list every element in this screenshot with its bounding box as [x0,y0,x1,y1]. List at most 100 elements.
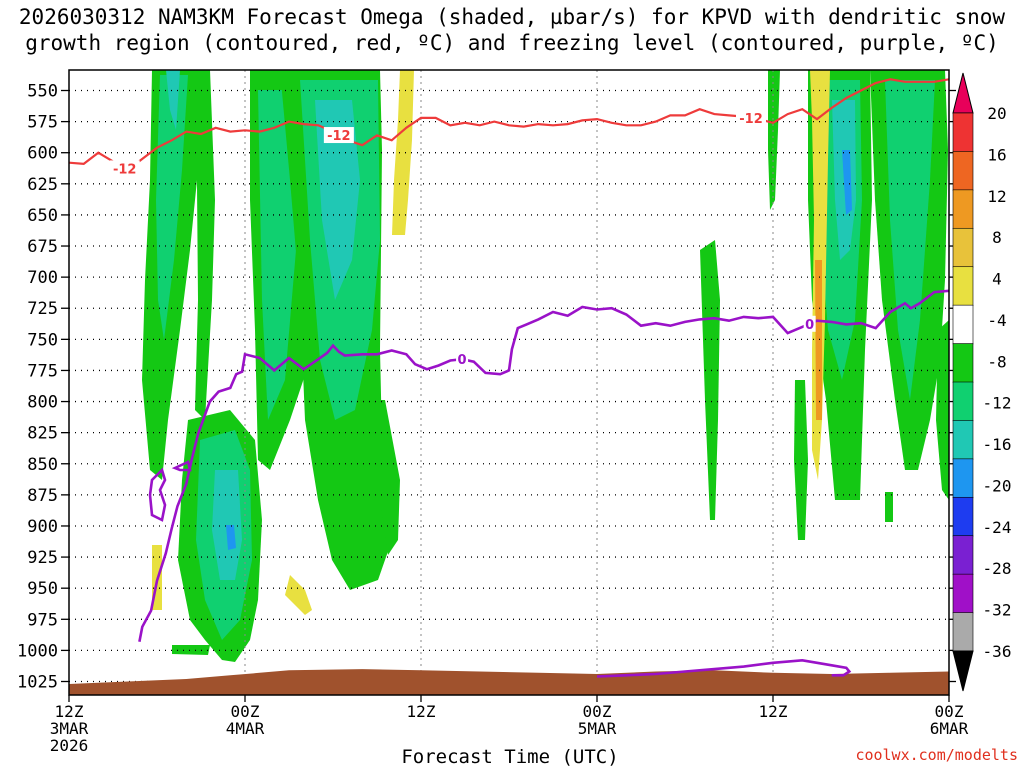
omega-region [375,400,400,555]
x-tick-label: 00Z [231,702,260,721]
terrain-fill [69,669,949,695]
colorbar-segment [952,535,974,575]
y-tick-label: 550 [27,82,58,102]
colorbar-label: -24 [983,518,1012,537]
plot-frame [68,69,950,696]
contour-label-bg [109,160,140,177]
contour-label-bg [323,127,354,144]
y-tick-label: 875 [27,486,58,506]
freezing-contour-label: 0 [458,353,467,368]
omega-region [226,525,236,550]
y-tick-label: 625 [27,175,58,195]
contour-label-bg [736,109,766,126]
colorbar-label: 8 [992,228,1002,247]
colorbar-segment [952,573,974,614]
x-tick-label: 3MAR [50,719,89,738]
x-tick-label: 6MAR [930,719,969,738]
contour-labels: -12 -12 -12 0 0 [109,109,816,368]
colorbar-segment [952,189,974,230]
x-tick-label: 12Z [55,702,84,721]
y-tick-label: 650 [27,206,58,226]
colorbar-label: -20 [983,476,1012,495]
colorbar-label: -12 [983,394,1012,413]
y-tick-label: 900 [27,517,58,537]
omega-shading [142,70,949,662]
dgz-contour-label: -12 [113,162,137,177]
y-tick-label: 775 [27,361,58,381]
colorbar-segment [952,151,974,191]
colorbar-label: -16 [983,435,1012,454]
y-tick-label: 925 [27,548,58,568]
omega-region [258,90,296,420]
y-tick-label: 675 [27,237,58,257]
dgz-contour-line [69,78,949,172]
colorbar-bottom-arrow [952,650,974,692]
x-tick-label: 12Z [759,702,788,721]
colorbar-label: -28 [983,559,1012,578]
grid [69,70,949,695]
chart-title-line1: 2026030312 NAM3KM Forecast Omega (shaded… [19,5,1006,29]
colorbar-segment [952,420,974,460]
colorbar-segment [952,112,974,153]
colorbar-label: -32 [983,601,1012,620]
dgz-contour-label: -12 [739,112,763,127]
plot-area: -12 -12 -12 0 0 [69,70,949,695]
freezing-level-lower-line [596,658,852,678]
freezing-blob [148,467,167,522]
y-tick-label: 725 [27,299,58,319]
colorbar-top-arrow [952,72,974,114]
omega-region [285,575,312,615]
omega-region [392,70,414,235]
colorbar-segment [952,496,974,537]
y-tick-label: 1025 [17,673,58,693]
freezing-contour-label: 0 [805,318,814,333]
colorbar-label: 12 [987,187,1006,206]
omega-region [315,100,360,300]
colorbar-segment [952,227,974,268]
colorbar-label: -8 [987,352,1006,371]
omega-region [156,75,188,340]
omega-region [166,70,180,130]
y-tick-label: 750 [27,330,58,350]
omega-region [768,70,780,210]
omega-region [794,380,808,540]
x-tick-label: 2026 [50,736,89,755]
y-tick-label: 975 [27,610,58,630]
omega-region [842,150,852,215]
chart-title-line2: growth region (contoured, red, ºC) and f… [25,31,999,55]
colorbar-label: -36 [983,642,1012,661]
omega-region [700,240,720,520]
x-tick-label: 4MAR [226,719,265,738]
y-tick-label: 850 [27,455,58,475]
x-tick-label: 12Z [407,702,436,721]
colorbar-label: 16 [987,145,1006,164]
omega-region [815,260,822,420]
contour-label-bg [803,315,816,332]
colorbar-segment [952,304,974,345]
y-tick-label: 825 [27,424,58,444]
x-axis-label: Forecast Time (UTC) [401,746,618,768]
colorbar-segment [952,343,974,383]
x-tick-label: 00Z [935,702,964,721]
colorbar-label: 4 [992,270,1002,289]
y-tick-label: 950 [27,579,58,599]
colorbar-segment [952,458,974,499]
y-tick-label: 1000 [17,641,58,661]
y-tick-label: 800 [27,393,58,413]
credit-text: coolwx.com/modelts [855,746,1018,764]
freezing-blob [171,460,192,472]
colorbar-segment [952,612,974,652]
y-axis: 550 575 600 625 650 675 700 725 750 775 800 825 850 8… [17,82,956,693]
x-tick-label: 5MAR [578,719,617,738]
colorbar-segment [952,381,974,422]
omega-region [885,492,893,522]
colorbar-label: -4 [987,311,1006,330]
colorbar: 20 16 12 8 4 -4 -8 -12 -16 -20 -24 -28 -32 -36 [952,72,1012,692]
omega-region [172,645,210,655]
y-tick-label: 575 [27,113,58,133]
dgz-contour-label: -12 [327,129,351,144]
omega-region [885,80,935,400]
y-tick-label: 600 [27,144,58,164]
